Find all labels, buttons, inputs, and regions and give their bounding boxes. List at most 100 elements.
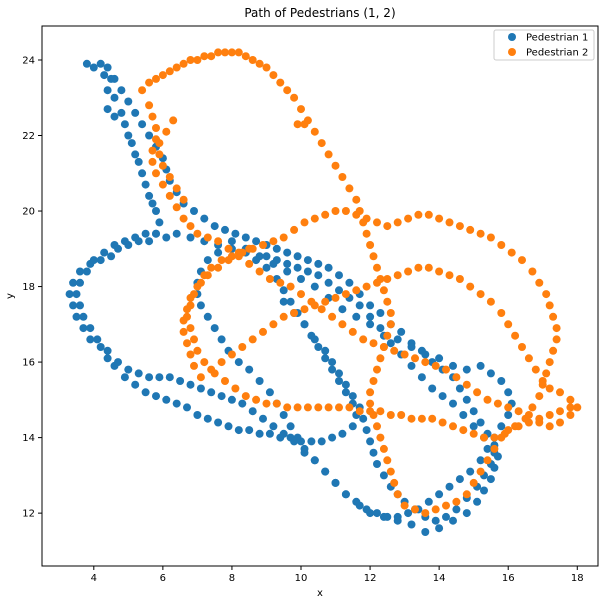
x-axis: 4 6 8 10 12 14 16 18 [91, 566, 584, 584]
data-point [152, 169, 160, 178]
data-point [566, 395, 575, 404]
data-point [224, 244, 233, 253]
y-tick-label: 18 [22, 282, 35, 293]
x-tick-label: 8 [229, 573, 235, 584]
data-point [321, 297, 330, 306]
data-point [535, 392, 544, 401]
data-point [286, 282, 295, 291]
data-point [138, 169, 147, 178]
data-point [252, 237, 261, 246]
data-point [93, 335, 102, 344]
data-point [127, 139, 136, 148]
data-point [110, 241, 119, 249]
data-point [255, 377, 264, 385]
data-point [566, 411, 575, 419]
data-point [207, 388, 216, 397]
data-point [300, 218, 309, 227]
data-point [469, 407, 478, 416]
data-point [245, 365, 254, 374]
data-point [373, 278, 381, 287]
data-point [221, 48, 229, 57]
data-point [272, 399, 281, 408]
data-point [179, 59, 188, 68]
data-point [549, 312, 558, 321]
data-point [449, 422, 457, 431]
data-point [331, 293, 340, 302]
data-point [462, 395, 471, 404]
data-point [335, 369, 343, 378]
data-point [341, 490, 350, 499]
data-point [162, 127, 171, 136]
data-point [86, 335, 95, 344]
data-point [190, 361, 198, 370]
data-point [493, 399, 502, 408]
data-point [252, 395, 261, 404]
data-point [476, 418, 485, 427]
data-point [217, 392, 226, 401]
y-tick-label: 14 [22, 433, 35, 444]
data-point [393, 490, 402, 499]
data-point [466, 467, 475, 476]
data-point [317, 139, 326, 148]
data-point [210, 222, 219, 231]
data-point [542, 369, 551, 378]
data-point [490, 444, 499, 453]
data-point [79, 324, 88, 333]
data-point [193, 411, 202, 419]
data-point [383, 297, 392, 306]
data-point [335, 286, 343, 295]
data-point [314, 259, 323, 268]
data-point [321, 354, 330, 363]
data-point [238, 399, 247, 408]
data-point [573, 403, 582, 412]
data-point [500, 429, 509, 438]
data-point [397, 327, 406, 336]
legend: Pedestrian 1 Pedestrian 2 [493, 29, 595, 61]
data-point [442, 365, 450, 374]
data-point [421, 528, 430, 536]
data-point [442, 501, 450, 510]
data-point [376, 354, 385, 363]
data-point [476, 456, 485, 465]
data-point [145, 237, 154, 246]
data-point [352, 195, 361, 204]
data-point [141, 180, 150, 189]
data-point [556, 388, 564, 397]
data-point [110, 112, 119, 121]
data-point [89, 63, 98, 72]
data-point [152, 74, 160, 83]
plot-points [65, 48, 582, 536]
y-tick-label: 16 [22, 358, 35, 369]
data-point [314, 271, 323, 280]
data-point [373, 509, 381, 518]
data-point [138, 120, 147, 129]
data-point [355, 407, 364, 416]
data-point [497, 377, 506, 385]
data-point [190, 290, 198, 299]
data-point [186, 380, 195, 389]
data-point [366, 241, 375, 249]
data-point [89, 256, 98, 265]
data-point [449, 516, 457, 525]
data-point [445, 218, 454, 227]
data-point [86, 324, 95, 333]
data-point [172, 203, 181, 212]
data-point [473, 388, 482, 397]
y-tick-label: 22 [22, 131, 35, 142]
data-point [82, 267, 91, 276]
data-point [545, 411, 554, 419]
data-point [469, 429, 478, 438]
y-tick-label: 24 [22, 55, 35, 66]
data-point [203, 312, 212, 321]
data-point [217, 358, 226, 367]
x-tick-label: 6 [160, 573, 166, 584]
data-point [341, 290, 350, 299]
data-point [69, 301, 78, 310]
data-point [162, 395, 171, 404]
data-point [65, 290, 74, 299]
data-point [286, 297, 295, 306]
data-point [476, 361, 485, 370]
data-point [524, 411, 533, 419]
data-point [265, 388, 274, 397]
data-point [376, 407, 385, 416]
